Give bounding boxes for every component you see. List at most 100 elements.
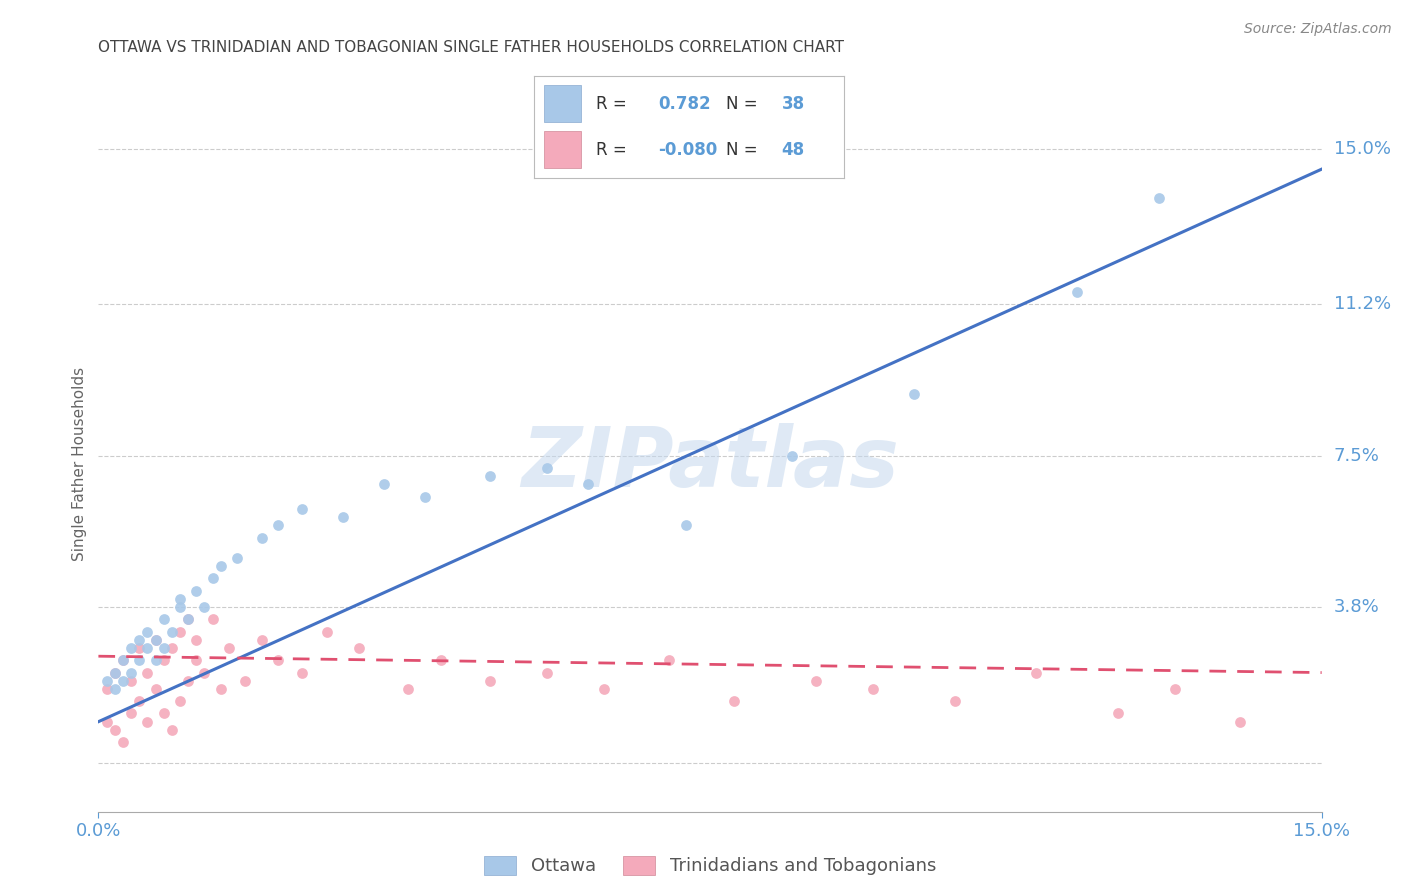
Point — [1229, 714, 1251, 729]
Point — [536, 665, 558, 680]
Point — [209, 559, 232, 574]
Point — [396, 681, 419, 696]
Text: 15.0%: 15.0% — [1334, 140, 1391, 158]
Point — [120, 673, 142, 688]
Text: 7.5%: 7.5% — [1334, 447, 1379, 465]
Point — [349, 640, 371, 655]
Point — [177, 673, 200, 688]
Text: ZIPatlas: ZIPatlas — [522, 424, 898, 504]
Point — [250, 632, 273, 647]
Point — [169, 591, 191, 606]
Text: N =: N = — [725, 95, 763, 112]
Point — [160, 723, 183, 737]
Point — [862, 681, 884, 696]
Point — [1025, 665, 1047, 680]
Point — [136, 624, 159, 639]
Point — [186, 583, 208, 598]
Point — [430, 653, 453, 667]
Point — [136, 640, 159, 655]
Point — [804, 673, 827, 688]
Point — [186, 653, 208, 667]
Point — [111, 673, 134, 688]
Point — [128, 632, 150, 647]
Point — [780, 449, 803, 463]
Point — [250, 531, 273, 545]
Point — [104, 665, 127, 680]
Point — [536, 461, 558, 475]
Point — [160, 624, 183, 639]
Point — [177, 612, 200, 626]
Point — [218, 640, 240, 655]
Point — [226, 551, 249, 566]
Text: 3.8%: 3.8% — [1334, 598, 1379, 616]
Point — [169, 600, 191, 615]
Point — [193, 665, 215, 680]
Point — [111, 735, 134, 749]
Point — [291, 501, 314, 516]
Point — [136, 714, 159, 729]
Point — [186, 632, 208, 647]
Point — [332, 510, 354, 524]
Point — [658, 653, 681, 667]
Point — [145, 653, 167, 667]
Bar — [544, 85, 581, 122]
Bar — [544, 131, 581, 168]
Text: 38: 38 — [782, 95, 804, 112]
Point — [267, 518, 290, 533]
Point — [209, 681, 232, 696]
Text: 48: 48 — [782, 141, 804, 159]
Point — [104, 723, 127, 737]
Text: 11.2%: 11.2% — [1334, 295, 1391, 313]
Point — [201, 571, 224, 585]
Point — [120, 640, 142, 655]
Y-axis label: Single Father Households: Single Father Households — [72, 367, 87, 561]
Point — [675, 518, 697, 533]
Text: -0.080: -0.080 — [658, 141, 717, 159]
Point — [145, 632, 167, 647]
Point — [128, 640, 150, 655]
Text: 0.782: 0.782 — [658, 95, 710, 112]
Point — [478, 673, 501, 688]
Point — [120, 706, 142, 721]
Point — [233, 673, 256, 688]
Point — [96, 673, 118, 688]
Point — [128, 694, 150, 708]
Text: OTTAWA VS TRINIDADIAN AND TOBAGONIAN SINGLE FATHER HOUSEHOLDS CORRELATION CHART: OTTAWA VS TRINIDADIAN AND TOBAGONIAN SIN… — [98, 40, 845, 55]
Point — [96, 681, 118, 696]
Point — [145, 632, 167, 647]
Point — [1147, 191, 1170, 205]
Point — [169, 694, 191, 708]
Point — [1164, 681, 1187, 696]
Point — [723, 694, 745, 708]
Point — [169, 624, 191, 639]
Point — [152, 706, 174, 721]
Point — [193, 600, 215, 615]
Text: R =: R = — [596, 95, 633, 112]
Point — [315, 624, 337, 639]
Point — [291, 665, 314, 680]
Text: Source: ZipAtlas.com: Source: ZipAtlas.com — [1244, 22, 1392, 37]
Point — [120, 665, 142, 680]
Point — [145, 681, 167, 696]
Text: R =: R = — [596, 141, 633, 159]
Point — [152, 612, 174, 626]
Point — [478, 469, 501, 483]
Point — [576, 477, 599, 491]
Point — [413, 490, 436, 504]
Point — [152, 640, 174, 655]
Point — [373, 477, 395, 491]
Point — [111, 653, 134, 667]
Point — [128, 653, 150, 667]
Point — [943, 694, 966, 708]
Point — [177, 612, 200, 626]
Point — [1107, 706, 1129, 721]
Point — [593, 681, 616, 696]
Legend: Ottawa, Trinidadians and Tobagonians: Ottawa, Trinidadians and Tobagonians — [477, 849, 943, 883]
Point — [152, 653, 174, 667]
Point — [1066, 285, 1088, 299]
Point — [104, 665, 127, 680]
Point — [201, 612, 224, 626]
Point — [96, 714, 118, 729]
Point — [104, 681, 127, 696]
Point — [267, 653, 290, 667]
